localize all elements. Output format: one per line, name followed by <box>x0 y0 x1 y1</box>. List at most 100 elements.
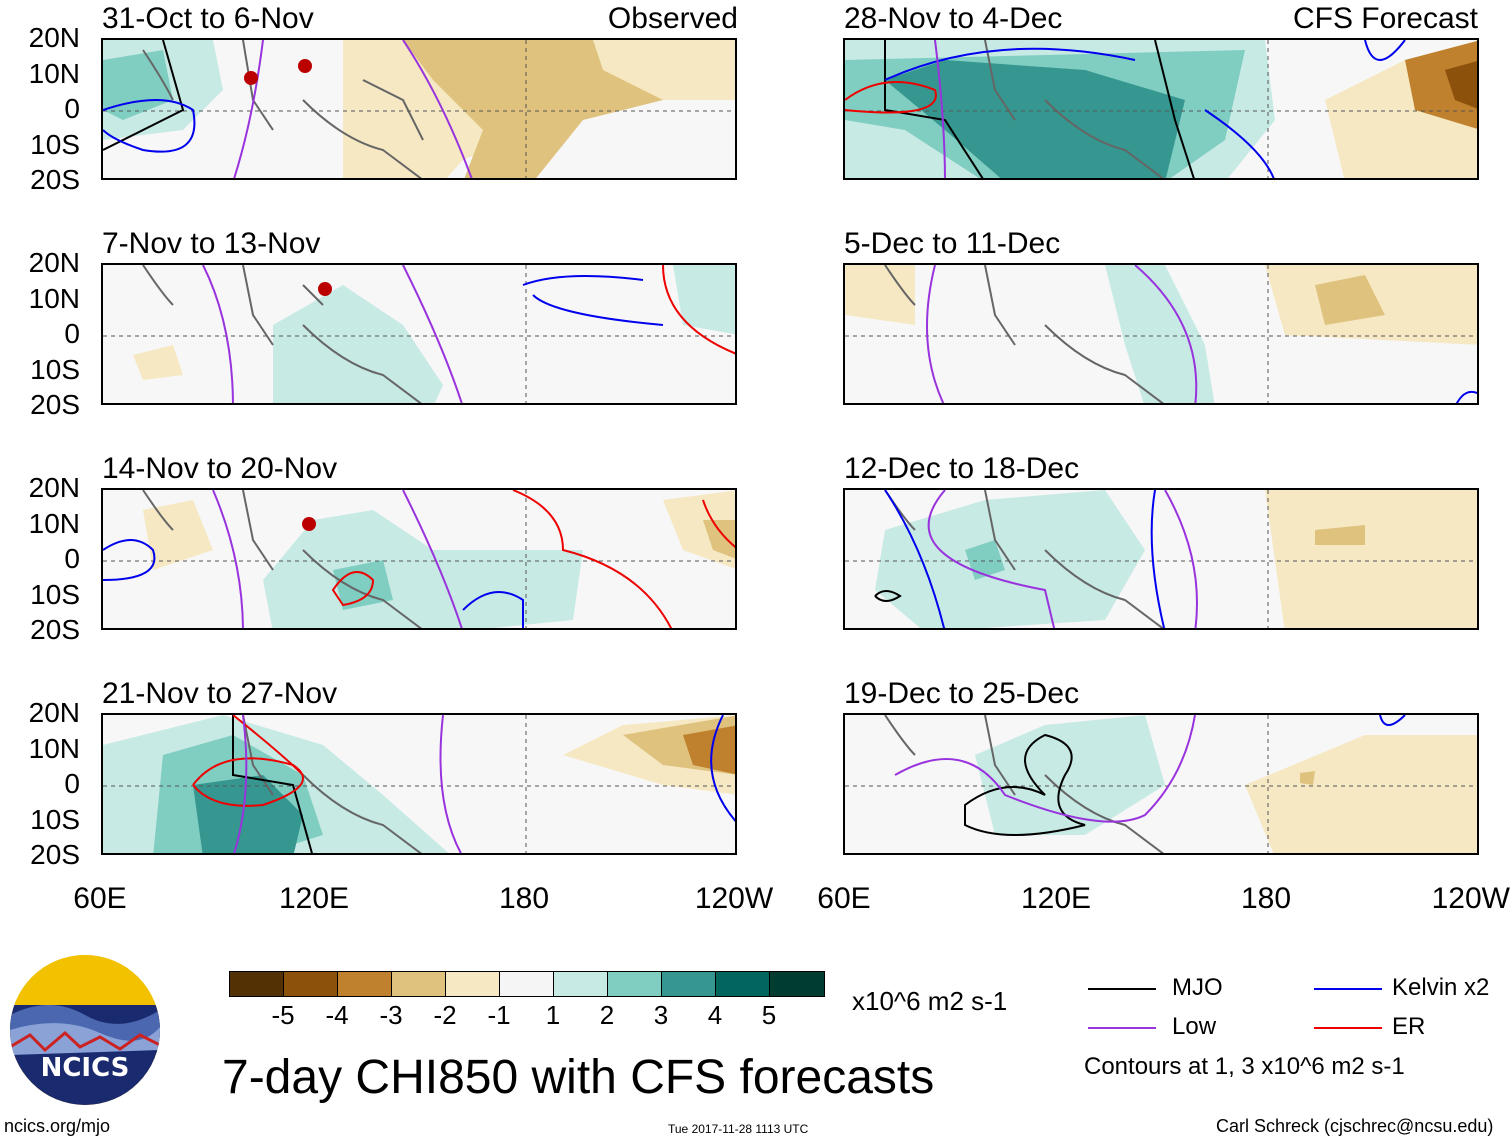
kelvin-contour <box>1379 715 1406 726</box>
lat-tick: 10N <box>28 507 80 539</box>
storm-marker <box>244 71 258 85</box>
positive-anomaly <box>1105 265 1215 403</box>
colorbar-swatch <box>446 972 500 996</box>
negative-anomaly <box>1265 490 1477 628</box>
colorbar-swatch <box>716 972 770 996</box>
er-contour <box>192 715 304 807</box>
map-plot-2 <box>103 265 735 403</box>
lat-tick: 10S <box>30 353 80 385</box>
map-plot-3 <box>103 490 735 628</box>
land <box>142 490 423 628</box>
map-panel-3 <box>101 488 737 630</box>
kelvin-contour <box>884 40 1406 178</box>
negative-anomaly <box>593 40 735 100</box>
negative-anomaly <box>1315 525 1365 545</box>
colorbar-units: x10^6 m2 s-1 <box>852 986 1008 1016</box>
negative-anomaly <box>1245 735 1477 853</box>
low-contour <box>212 490 463 628</box>
map-plot-4 <box>103 715 735 853</box>
panel-title-5: 28-Nov to 4-Dec <box>844 2 1063 35</box>
lon-tick-60e-right: 60E <box>817 882 871 915</box>
negative-anomaly <box>1445 61 1477 109</box>
colorbar-tick-label: 5 <box>761 1000 777 1030</box>
storm-marker <box>298 59 312 73</box>
lat-tick: 10N <box>28 732 80 764</box>
observed-label: Observed <box>607 2 738 35</box>
panel-title-4: 21-Nov to 27-Nov <box>102 677 338 710</box>
colorbar-tick-label: -2 <box>433 1000 457 1030</box>
land <box>884 265 1164 403</box>
colorbar-tick-label: 2 <box>599 1000 615 1030</box>
negative-anomaly <box>845 265 915 325</box>
colorbar-tick-label: 4 <box>707 1000 723 1030</box>
low-contour <box>927 490 1198 628</box>
negative-anomaly <box>133 345 183 380</box>
lat-tick: 0 <box>64 543 80 574</box>
map-panel-8 <box>843 713 1479 855</box>
kelvin-contour <box>103 99 196 153</box>
land <box>242 715 423 853</box>
colorbar-swatch <box>230 972 284 996</box>
lat-tick: 0 <box>64 768 80 799</box>
positive-anomaly <box>273 285 443 403</box>
lat-tick: 0 <box>64 93 80 124</box>
positive-anomaly <box>885 60 1185 178</box>
negative-anomaly <box>1300 771 1315 785</box>
map-plot-1 <box>103 40 735 178</box>
legend-low-line <box>1088 1027 1156 1029</box>
map-plot-8 <box>845 715 1477 853</box>
colorbar-swatch <box>770 972 824 996</box>
map-panel-5 <box>843 38 1479 180</box>
positive-anomaly <box>333 560 393 610</box>
colorbar-tick-label: -4 <box>325 1000 349 1030</box>
lat-tick: 20S <box>30 839 80 870</box>
footer-author: Carl Schreck (cjschrec@ncsu.edu) <box>1216 1116 1494 1136</box>
positive-anomaly <box>193 775 303 853</box>
lon-tick-180-right: 180 <box>1240 882 1292 915</box>
land <box>142 265 423 403</box>
lat-tick: 10S <box>30 578 80 610</box>
colorbar-swatch <box>608 972 662 996</box>
lat-tick: 20N <box>28 697 80 728</box>
kelvin-contour <box>522 275 664 326</box>
colorbar-tick-label: 3 <box>653 1000 669 1030</box>
legend-note: Contours at 1, 3 x10^6 m2 s-1 <box>1084 1053 1405 1080</box>
lon-tick-120e-right: 120E <box>1020 882 1092 915</box>
lat-tick: 10N <box>28 282 80 314</box>
panel-title-6: 5-Dec to 11-Dec <box>844 227 1061 260</box>
positive-anomaly <box>875 490 1145 628</box>
lat-tick: 10N <box>28 57 80 89</box>
panel-title-3: 14-Nov to 20-Nov <box>102 452 338 485</box>
colorbar-swatch <box>500 972 554 996</box>
legend-low-label: Low <box>1172 1013 1217 1040</box>
legend-kelvin-label: Kelvin x2 <box>1392 974 1490 1001</box>
storm-marker <box>318 282 332 296</box>
lon-tick-120w-left: 120W <box>694 882 774 915</box>
kelvin-contour <box>884 490 1166 628</box>
mjo-contour <box>103 40 185 151</box>
kelvin-contour <box>103 539 524 628</box>
er-contour <box>845 81 937 114</box>
colorbar-tick-label: 1 <box>545 1000 561 1030</box>
map-panel-6 <box>843 263 1479 405</box>
negative-anomaly <box>703 520 735 559</box>
map-panel-2 <box>101 263 737 405</box>
low-contour <box>233 715 463 853</box>
negative-anomaly <box>1315 275 1385 325</box>
low-contour <box>894 715 1196 823</box>
legend-er-label: ER <box>1392 1013 1426 1040</box>
negative-anomaly <box>1405 41 1477 129</box>
map-plot-5 <box>845 40 1477 178</box>
map-panel-4 <box>101 713 737 855</box>
forecast-label: CFS Forecast <box>1292 2 1478 35</box>
legend-mjo-label: MJO <box>1172 974 1223 1001</box>
lon-tick-120e-left: 120E <box>278 882 350 915</box>
mjo-contour <box>232 715 313 853</box>
lat-tick: 10S <box>30 128 80 160</box>
lon-tick-120w-right: 120W <box>1431 884 1510 914</box>
panel-title-8: 19-Dec to 25-Dec <box>844 677 1080 710</box>
colorbar-tick-label: -5 <box>271 1000 295 1030</box>
land <box>984 40 1164 178</box>
lat-tick: 20N <box>28 22 80 53</box>
colorbar <box>229 971 825 997</box>
